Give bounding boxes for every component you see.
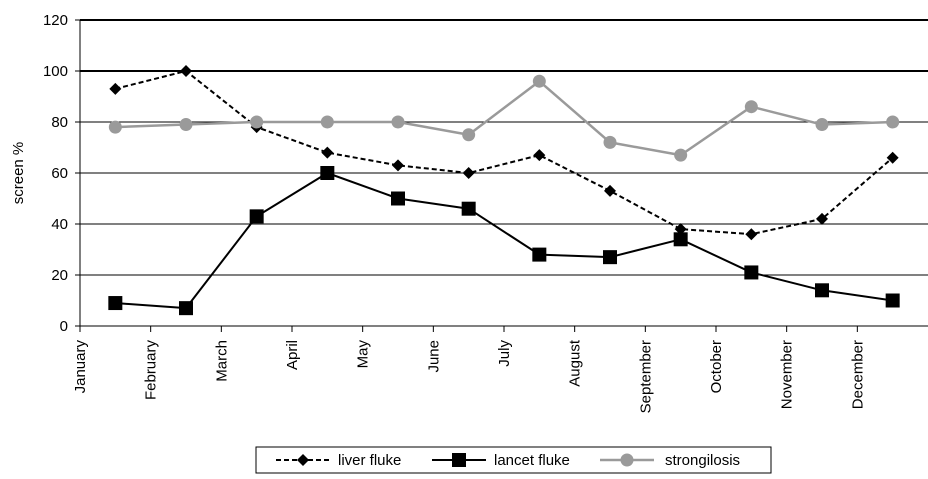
data-point-liver-fluke — [180, 65, 192, 77]
x-tick-label: February — [143, 340, 160, 401]
y-tick-label: 80 — [51, 114, 68, 131]
data-point-liver-fluke — [745, 228, 758, 241]
legend-swatch-marker — [620, 453, 634, 467]
series-line-liver-fluke — [115, 70, 894, 236]
legend: liver fluke lancet fluke strongilosis — [255, 446, 772, 474]
data-point-lancet-fluke — [108, 296, 123, 311]
legend-swatch-marker — [297, 454, 309, 466]
y-tick-label: 0 — [60, 318, 68, 335]
data-point-liver-fluke — [109, 82, 122, 95]
x-tick-label: August — [567, 339, 584, 387]
series-line-strongilosis — [115, 79, 893, 157]
y-tick-label: 100 — [43, 63, 68, 80]
data-point-strongilosis — [320, 115, 334, 129]
data-point-lancet-fluke — [391, 191, 405, 206]
x-tick-label: June — [425, 340, 442, 373]
data-point-lancet-fluke — [673, 232, 688, 247]
data-point-strongilosis — [744, 100, 758, 114]
x-tick-label: March — [213, 340, 230, 382]
y-tick-label: 40 — [51, 216, 68, 233]
x-tick-label: January — [72, 340, 89, 394]
legend-label: strongilosis — [665, 452, 740, 469]
axes: 0 20 40 60 80 100 120 January February March April… — [43, 12, 928, 413]
data-point-liver-fluke — [321, 146, 334, 159]
data-point-strongilosis — [674, 148, 688, 162]
data-point-lancet-fluke — [179, 301, 193, 316]
data-point-strongilosis — [815, 118, 829, 132]
x-tick-label: April — [284, 340, 301, 370]
series-markers — [108, 65, 900, 316]
y-tick-label: 120 — [43, 12, 68, 29]
data-point-liver-fluke — [674, 223, 687, 236]
data-point-lancet-fluke — [320, 166, 335, 180]
legend-label: liver fluke — [338, 452, 401, 469]
data-point-strongilosis — [462, 128, 476, 142]
x-tick-label: November — [779, 340, 796, 409]
data-point-liver-fluke — [604, 184, 616, 197]
x-tick-label: September — [637, 340, 654, 413]
series-line-lancet-fluke — [115, 172, 893, 310]
data-point-strongilosis — [886, 115, 900, 129]
data-point-liver-fluke — [816, 212, 828, 225]
x-tick-label: October — [708, 340, 725, 393]
x-tick-label: July — [496, 340, 513, 367]
y-axis-label: screen % — [10, 142, 27, 205]
data-point-lancet-fluke — [249, 209, 264, 224]
data-point-lancet-fluke — [885, 293, 900, 308]
data-point-lancet-fluke — [744, 265, 759, 280]
gridlines — [80, 19, 928, 276]
data-point-strongilosis — [179, 118, 193, 132]
data-point-lancet-fluke — [815, 283, 829, 298]
x-tick-label: December — [849, 340, 866, 409]
data-point-liver-fluke — [462, 167, 475, 179]
y-tick-label: 60 — [51, 165, 68, 182]
data-point-lancet-fluke — [461, 201, 476, 216]
data-point-liver-fluke — [886, 151, 899, 164]
data-point-strongilosis — [391, 115, 405, 129]
data-point-strongilosis — [108, 120, 122, 134]
series-lines — [115, 70, 894, 310]
legend-swatch-marker — [452, 453, 466, 467]
y-tick-label: 20 — [51, 267, 68, 284]
x-tick-label: May — [355, 340, 372, 369]
data-point-liver-fluke — [392, 159, 404, 172]
legend-label: lancet fluke — [494, 452, 570, 469]
data-point-lancet-fluke — [603, 250, 617, 265]
legend-box — [255, 446, 772, 474]
data-point-strongilosis — [250, 115, 264, 129]
data-point-strongilosis — [603, 135, 617, 149]
data-point-liver-fluke — [533, 149, 546, 162]
data-point-lancet-fluke — [532, 247, 547, 262]
data-point-strongilosis — [532, 74, 546, 88]
